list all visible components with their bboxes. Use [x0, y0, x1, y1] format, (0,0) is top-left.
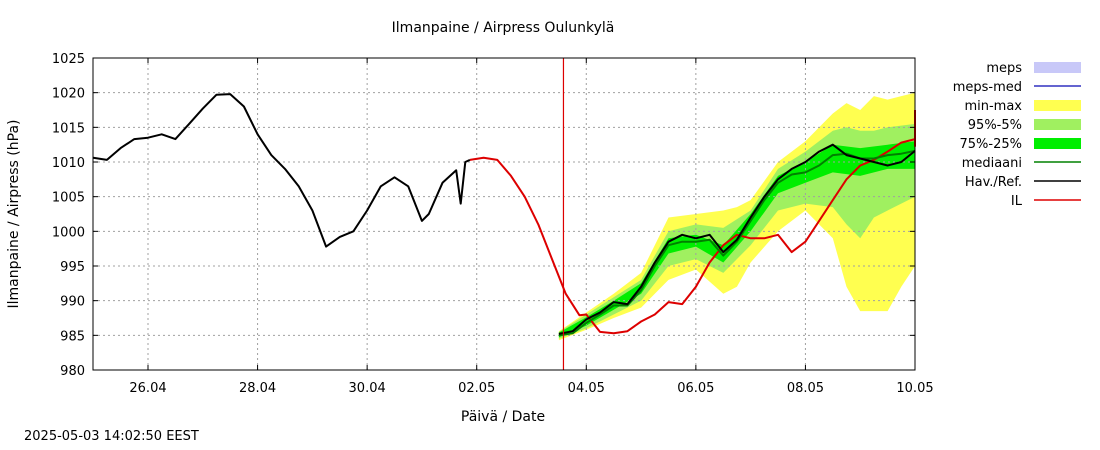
- legend-swatch: [1034, 119, 1081, 130]
- legend-swatch: [1034, 100, 1081, 111]
- timestamp: 2025-05-03 14:02:50 EEST: [24, 429, 199, 444]
- y-tick-label: 985: [60, 329, 85, 344]
- x-tick-label: 10.05: [896, 381, 933, 396]
- x-axis-ticks: 26.04 28.04 30.04 02.05 04.05 06.05 08.05 10.05: [129, 58, 934, 396]
- legend-label: Hav./Ref.: [965, 175, 1022, 190]
- x-tick-label: 02.05: [458, 381, 495, 396]
- legend-swatch: [1034, 62, 1081, 73]
- x-tick-label: 08.05: [787, 381, 824, 396]
- x-tick-label: 26.04: [129, 381, 166, 396]
- series-hav-ref-ens: [558, 143, 916, 335]
- x-axis-label: Päivä / Date: [461, 409, 545, 425]
- y-tick-label: 1010: [52, 156, 85, 171]
- y-tick-label: 980: [60, 364, 85, 379]
- x-tick-label: 06.05: [677, 381, 714, 396]
- series-lines: [93, 58, 916, 370]
- legend-label: meps-med: [953, 80, 1022, 95]
- y-tick-label: 1005: [52, 191, 85, 206]
- y-axis-label: Ilmanpaine / Airpress (hPa): [6, 120, 22, 309]
- plot-frame: [92, 57, 916, 371]
- legend-label: IL: [1011, 194, 1023, 209]
- legend-label: 75%-25%: [960, 137, 1022, 152]
- y-tick-label: 990: [60, 295, 85, 310]
- legend-label: meps: [986, 61, 1022, 76]
- y-tick-label: 1015: [52, 121, 85, 136]
- legend-label: 95%-5%: [968, 118, 1022, 133]
- y-tick-label: 1020: [52, 87, 85, 102]
- legend-label: min-max: [964, 99, 1022, 114]
- legend-label: mediaani: [962, 156, 1022, 171]
- series-hav-ref: [93, 93, 471, 248]
- y-tick-label: 1000: [52, 225, 85, 240]
- legend: meps meps-med min-max 95%-5% 75%-25% mediaani…: [953, 61, 1081, 209]
- x-tick-label: 04.05: [568, 381, 605, 396]
- grid: [93, 58, 915, 370]
- series-il: [469, 110, 916, 335]
- legend-swatch: [1034, 138, 1081, 149]
- chart-title: Ilmanpaine / Airpress Oulunkylä: [392, 20, 615, 36]
- y-tick-label: 995: [60, 260, 85, 275]
- y-tick-label: 1025: [52, 52, 85, 67]
- x-tick-label: 30.04: [349, 381, 386, 396]
- y-axis-ticks: 980 985 990 995 1000 1005 1010 1015 1020 1025: [52, 52, 915, 379]
- x-tick-label: 28.04: [239, 381, 276, 396]
